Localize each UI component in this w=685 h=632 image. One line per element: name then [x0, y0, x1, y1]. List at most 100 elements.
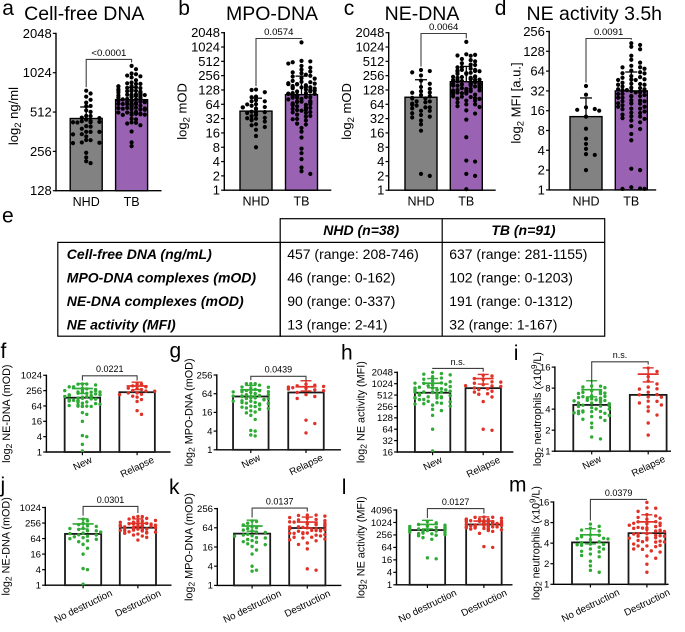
svg-text:256: 256	[25, 518, 41, 529]
svg-text:log2 NE-DNA (mOD): log2 NE-DNA (mOD)	[1, 497, 14, 595]
svg-text:8: 8	[544, 518, 549, 529]
svg-text:log2 mOD: log2 mOD	[175, 83, 193, 140]
svg-text:256: 256	[376, 530, 392, 541]
svg-text:1024: 1024	[371, 518, 393, 529]
svg-text:log2 mOD: log2 mOD	[339, 83, 357, 140]
svg-text:TB: TB	[458, 195, 474, 209]
svg-text:64: 64	[30, 534, 41, 545]
svg-text:191 (range: 0-1312): 191 (range: 0-1312)	[449, 293, 573, 309]
svg-text:32: 32	[530, 83, 544, 98]
svg-text:1: 1	[545, 447, 550, 458]
svg-text:16: 16	[370, 125, 384, 140]
svg-text:log2 neutrophils (x109/L): log2 neutrophils (x109/L)	[529, 486, 544, 600]
svg-text:2: 2	[538, 163, 545, 178]
svg-text:NE activity (MFI): NE activity (MFI)	[67, 316, 176, 332]
svg-text:1: 1	[377, 183, 384, 198]
svg-text:0.0574: 0.0574	[264, 27, 294, 38]
svg-text:4: 4	[544, 538, 550, 549]
svg-text:log2 ng/ml: log2 ng/ml	[6, 87, 24, 145]
svg-text:1024: 1024	[21, 371, 43, 382]
svg-text:64: 64	[530, 64, 544, 79]
svg-text:TB: TB	[124, 195, 140, 209]
svg-text:TB: TB	[294, 195, 310, 209]
svg-text:2048: 2048	[191, 25, 220, 40]
svg-text:MPO-DNA complexes (mOD): MPO-DNA complexes (mOD)	[67, 269, 257, 285]
svg-text:102 (range: 0-1203): 102 (range: 0-1203)	[449, 269, 573, 285]
svg-text:256: 256	[30, 144, 52, 159]
svg-text:8: 8	[377, 140, 384, 155]
svg-text:0.0439: 0.0439	[265, 365, 293, 375]
svg-text:f: f	[1, 340, 7, 363]
svg-text:32: 32	[382, 436, 393, 447]
svg-text:2: 2	[377, 168, 384, 183]
svg-text:TB (n=91): TB (n=91)	[491, 222, 556, 238]
svg-text:64: 64	[206, 97, 220, 112]
svg-text:16: 16	[382, 447, 393, 458]
svg-text:32: 32	[370, 111, 384, 126]
svg-text:MPO-DNA: MPO-DNA	[226, 3, 318, 25]
svg-text:0.0064: 0.0064	[429, 22, 459, 33]
svg-text:log2 MPO-DNA (mOD): log2 MPO-DNA (mOD)	[184, 493, 197, 601]
svg-text:e: e	[2, 204, 14, 227]
svg-text:n.s.: n.s.	[613, 350, 628, 360]
svg-text:d: d	[495, 0, 507, 20]
svg-text:512: 512	[198, 54, 220, 69]
svg-text:4: 4	[538, 143, 545, 158]
svg-text:16: 16	[530, 103, 544, 118]
svg-text:1: 1	[37, 447, 42, 458]
svg-text:NHD: NHD	[407, 195, 434, 209]
svg-text:128: 128	[198, 82, 220, 97]
svg-text:1: 1	[387, 580, 392, 591]
svg-text:32 (range: 1-167): 32 (range: 1-167)	[449, 316, 557, 332]
svg-text:8: 8	[538, 123, 545, 138]
svg-text:128: 128	[363, 82, 385, 97]
svg-text:log2 NE activity (MFI): log2 NE activity (MFI)	[355, 496, 368, 598]
svg-text:256: 256	[26, 386, 42, 397]
svg-text:Cell-free DNA (ng/mL): Cell-free DNA (ng/mL)	[67, 246, 212, 262]
svg-text:log2 NE-DNA (mOD): log2 NE-DNA (mOD)	[1, 364, 14, 462]
svg-text:a: a	[2, 0, 14, 20]
svg-text:0.0137: 0.0137	[266, 497, 294, 507]
svg-text:k: k	[169, 476, 180, 499]
svg-text:0.0379: 0.0379	[605, 488, 633, 498]
svg-text:NHD (n=38): NHD (n=38)	[323, 222, 399, 238]
svg-text:log2 neutrophils (x109/L): log2 neutrophils (x109/L)	[530, 352, 545, 466]
svg-text:2: 2	[213, 168, 220, 183]
svg-text:256: 256	[377, 402, 393, 413]
svg-text:4: 4	[37, 432, 43, 443]
svg-text:90 (range: 0-337): 90 (range: 0-337)	[287, 293, 395, 309]
svg-text:64: 64	[382, 425, 393, 436]
svg-text:1: 1	[36, 581, 41, 592]
svg-text:1: 1	[208, 581, 213, 592]
svg-text:NE activity 3.5h: NE activity 3.5h	[527, 3, 662, 25]
svg-text:g: g	[170, 340, 182, 363]
svg-text:8: 8	[213, 140, 220, 155]
svg-text:16: 16	[31, 417, 42, 428]
svg-text:4: 4	[207, 426, 213, 437]
svg-text:2048: 2048	[372, 368, 393, 379]
svg-text:64: 64	[202, 389, 213, 400]
svg-text:256: 256	[197, 504, 213, 515]
svg-text:4: 4	[545, 404, 551, 415]
svg-text:h: h	[341, 342, 353, 365]
svg-text:1: 1	[213, 183, 220, 198]
svg-text:i: i	[514, 342, 519, 365]
svg-text:16: 16	[202, 542, 213, 553]
svg-text:256: 256	[363, 68, 385, 83]
svg-text:0.0091: 0.0091	[594, 27, 623, 38]
svg-text:1024: 1024	[355, 40, 384, 55]
svg-text:16: 16	[206, 125, 220, 140]
svg-text:0.0221: 0.0221	[96, 364, 124, 374]
svg-text:<0.0001: <0.0001	[91, 48, 126, 59]
svg-text:64: 64	[202, 523, 213, 534]
svg-text:NHD: NHD	[73, 195, 100, 209]
svg-text:4: 4	[36, 565, 42, 576]
svg-text:log2 MPO-DNA (mOD): log2 MPO-DNA (mOD)	[184, 358, 197, 466]
svg-text:13 (range: 2-41): 13 (range: 2-41)	[287, 316, 387, 332]
svg-text:512: 512	[363, 54, 385, 69]
svg-text:32: 32	[206, 111, 220, 126]
svg-text:4: 4	[377, 154, 384, 169]
svg-text:log2 NE activity (MFI): log2 NE activity (MFI)	[356, 361, 369, 463]
svg-text:512: 512	[30, 105, 52, 120]
svg-text:1: 1	[207, 445, 212, 456]
